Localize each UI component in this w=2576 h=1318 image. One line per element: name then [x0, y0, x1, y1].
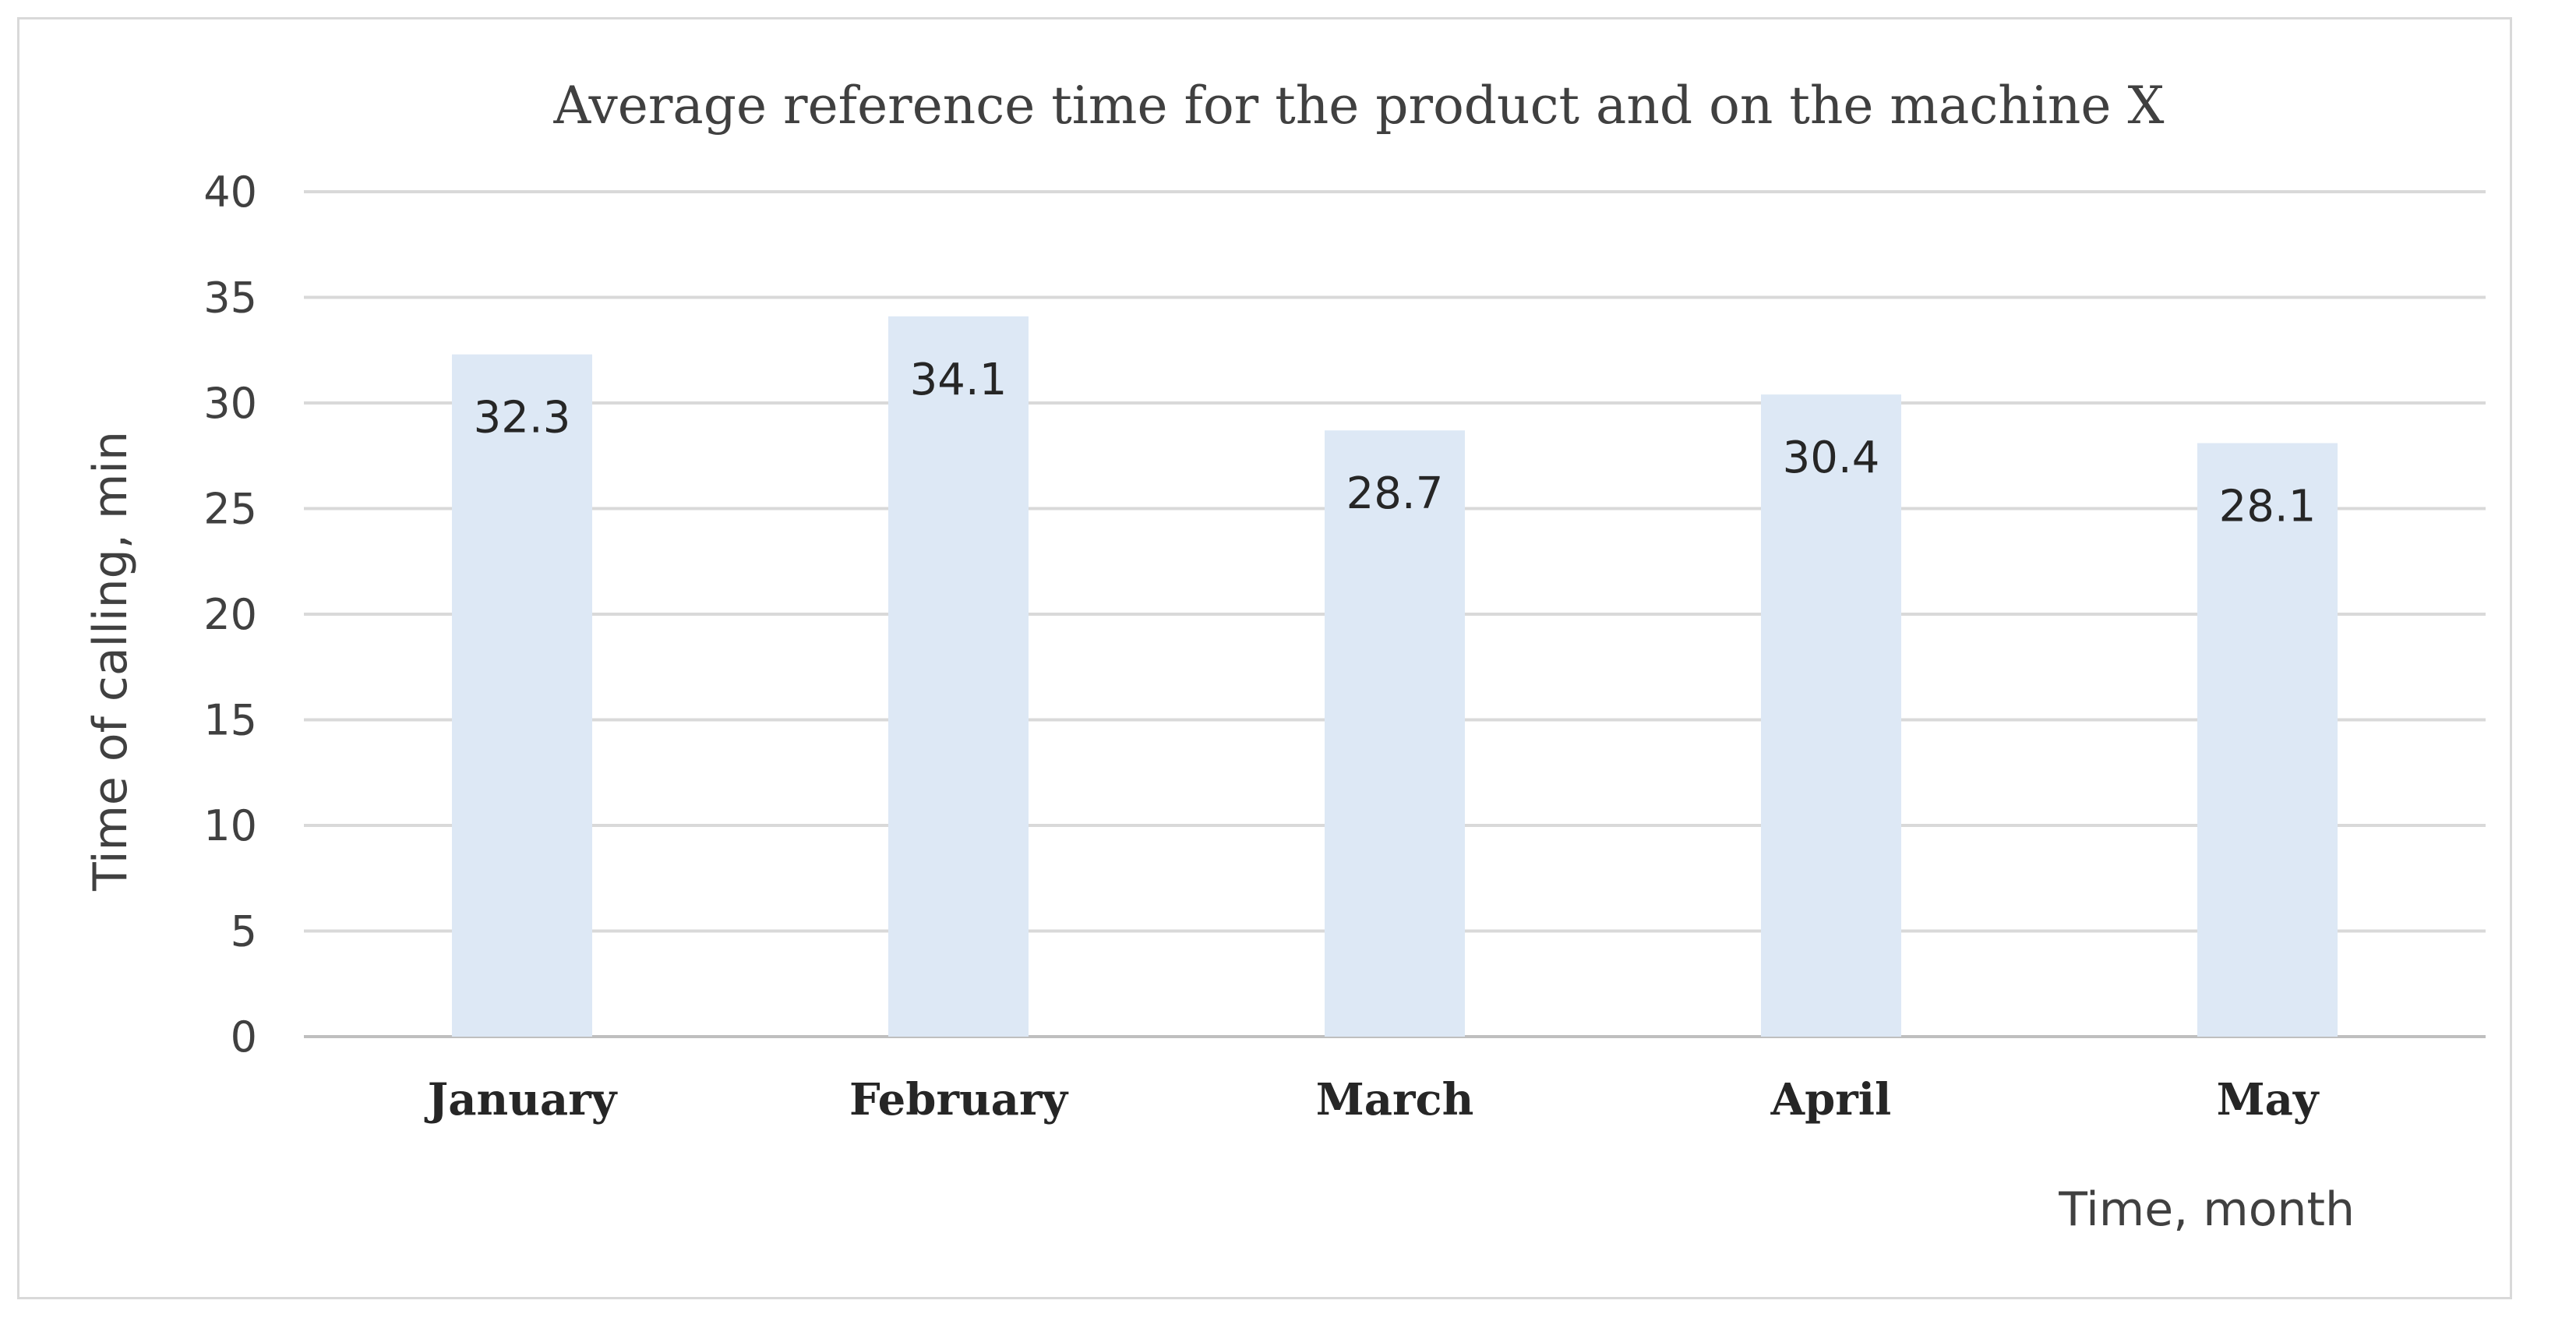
- bar-may: [2197, 443, 2338, 1037]
- bar-march: [1325, 430, 1465, 1037]
- bar-april: [1761, 394, 1901, 1037]
- y-tick-label: 0: [231, 1012, 257, 1062]
- bars: [452, 316, 2338, 1037]
- y-axis-ticks: 0 5 10 15 20 25 30 35 40: [203, 168, 257, 1062]
- x-category-label: April: [1770, 1074, 1892, 1125]
- data-label-may: 28.1: [2219, 481, 2317, 532]
- y-tick-label: 40: [203, 168, 257, 217]
- y-tick-label: 10: [203, 801, 257, 850]
- chart-frame: [17, 17, 2512, 1299]
- x-category-label: March: [1316, 1074, 1474, 1125]
- y-tick-label: 5: [231, 907, 257, 956]
- x-axis-label: Time, month: [2058, 1182, 2355, 1237]
- bar-february: [888, 316, 1029, 1037]
- x-axis-categories: January February March April May: [424, 1074, 2320, 1125]
- y-tick-label: 30: [203, 379, 257, 428]
- y-tick-label: 15: [203, 696, 257, 745]
- data-label-january: 32.3: [474, 393, 571, 443]
- bar-january: [452, 354, 592, 1037]
- chart-title: Average reference time for the product a…: [553, 76, 2165, 136]
- y-tick-label: 20: [203, 590, 257, 639]
- data-label-february: 34.1: [910, 355, 1007, 405]
- y-tick-label: 25: [203, 485, 257, 534]
- x-category-label: February: [849, 1074, 1068, 1125]
- data-labels: 32.3 34.1 28.7 30.4 28.1: [474, 355, 2317, 532]
- y-tick-label: 35: [203, 274, 257, 323]
- x-category-label: May: [2217, 1074, 2320, 1125]
- x-category-label: January: [424, 1074, 618, 1125]
- data-label-april: 30.4: [1783, 433, 1880, 483]
- data-label-march: 28.7: [1346, 468, 1444, 519]
- y-axis-label: Time of calling, min: [83, 431, 138, 892]
